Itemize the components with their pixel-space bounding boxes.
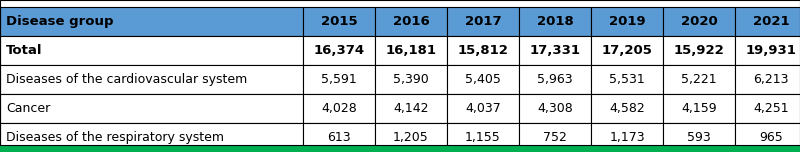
Text: 593: 593 [687, 131, 711, 144]
Bar [447, 65, 519, 94]
Bar [519, 94, 591, 123]
Bar [0, 7, 303, 36]
Text: 5,531: 5,531 [609, 73, 645, 86]
Bar [591, 65, 663, 94]
Text: Diseases of the respiratory system: Diseases of the respiratory system [6, 131, 224, 144]
Text: 15,922: 15,922 [674, 44, 724, 57]
Bar [303, 7, 375, 36]
Text: 613: 613 [327, 131, 351, 144]
Bar [375, 7, 447, 36]
Text: 16,181: 16,181 [386, 44, 437, 57]
Bar [735, 94, 800, 123]
Text: 2019: 2019 [609, 15, 646, 28]
Text: 5,963: 5,963 [537, 73, 573, 86]
Text: 15,812: 15,812 [458, 44, 509, 57]
Bar [303, 123, 375, 152]
Text: Diseases of the cardiovascular system: Diseases of the cardiovascular system [6, 73, 247, 86]
Text: 4,142: 4,142 [394, 102, 429, 115]
Bar [663, 65, 735, 94]
Bar [591, 7, 663, 36]
Text: 5,221: 5,221 [681, 73, 717, 86]
Text: 1,155: 1,155 [465, 131, 501, 144]
Bar [663, 94, 735, 123]
Text: Total: Total [6, 44, 42, 57]
Text: 4,037: 4,037 [465, 102, 501, 115]
Bar [303, 94, 375, 123]
Text: 2020: 2020 [681, 15, 718, 28]
Bar [663, 123, 735, 152]
Bar [447, 7, 519, 36]
Bar [591, 36, 663, 65]
Text: 6,213: 6,213 [754, 73, 789, 86]
Bar [375, 123, 447, 152]
Text: 16,374: 16,374 [314, 44, 365, 57]
Text: 2017: 2017 [465, 15, 502, 28]
Bar [0, 36, 303, 65]
Bar [735, 36, 800, 65]
Bar [735, 65, 800, 94]
Bar [375, 36, 447, 65]
Text: 17,331: 17,331 [530, 44, 581, 57]
Bar [447, 94, 519, 123]
Bar [303, 36, 375, 65]
Text: 4,582: 4,582 [609, 102, 645, 115]
Bar [447, 36, 519, 65]
Text: 5,390: 5,390 [393, 73, 429, 86]
Bar [735, 123, 800, 152]
Bar [591, 123, 663, 152]
Text: 1,173: 1,173 [609, 131, 645, 144]
Text: 752: 752 [543, 131, 567, 144]
Text: 2021: 2021 [753, 15, 790, 28]
Bar [663, 36, 735, 65]
Bar [0, 123, 303, 152]
Text: Disease group: Disease group [6, 15, 114, 28]
Text: 19,931: 19,931 [746, 44, 797, 57]
Bar [519, 123, 591, 152]
Text: 5,591: 5,591 [321, 73, 357, 86]
Bar [303, 65, 375, 94]
Text: 17,205: 17,205 [602, 44, 653, 57]
Bar [447, 123, 519, 152]
Text: 2016: 2016 [393, 15, 430, 28]
Bar [591, 94, 663, 123]
Text: 2018: 2018 [537, 15, 574, 28]
Text: 2015: 2015 [321, 15, 358, 28]
Text: 1,205: 1,205 [393, 131, 429, 144]
Text: 4,308: 4,308 [537, 102, 573, 115]
Text: Cancer: Cancer [6, 102, 50, 115]
Bar [735, 7, 800, 36]
Text: 5,405: 5,405 [465, 73, 501, 86]
Bar [0, 65, 303, 94]
Bar [663, 7, 735, 36]
Bar [519, 65, 591, 94]
Bar [0, 94, 303, 123]
Bar [375, 65, 447, 94]
Text: 4,159: 4,159 [681, 102, 717, 115]
Bar [0, 145, 800, 152]
Text: 965: 965 [759, 131, 783, 144]
Text: 4,251: 4,251 [753, 102, 789, 115]
Bar [519, 7, 591, 36]
Bar [519, 36, 591, 65]
Bar [375, 94, 447, 123]
Text: 4,028: 4,028 [321, 102, 357, 115]
